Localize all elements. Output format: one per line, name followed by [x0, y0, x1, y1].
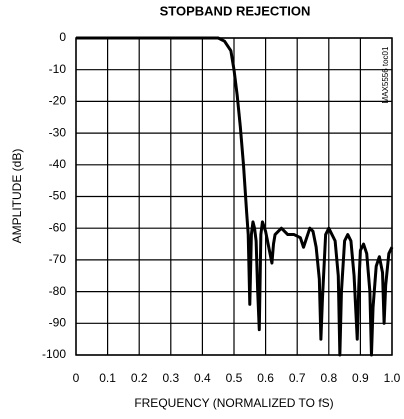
y-tick-label: -60 [49, 220, 67, 234]
y-axis-label: AMPLITUDE (dB) [10, 149, 24, 244]
y-tick-label: -10 [49, 62, 67, 76]
x-tick-label: 1.0 [384, 371, 401, 385]
y-tick-label: -90 [49, 315, 67, 329]
y-tick-label: -50 [49, 189, 67, 203]
annotation: MAX5556 toc01 [381, 46, 390, 103]
x-tick-label: 0.4 [194, 371, 211, 385]
y-tick-label: -20 [49, 94, 67, 108]
y-tick-label: -100 [42, 347, 66, 361]
data-line [76, 36, 394, 357]
chart-title: STOPBAND REJECTION [160, 3, 311, 18]
y-tick-label: -80 [49, 284, 67, 298]
x-tick-label: 0.2 [131, 371, 148, 385]
x-tick-label: 0.1 [99, 371, 116, 385]
x-axis-label: FREQUENCY (NORMALIZED TO fS) [134, 396, 333, 410]
x-tick-label: 0.7 [289, 371, 306, 385]
y-tick-label: -70 [49, 252, 67, 266]
x-tick-label: 0.5 [226, 371, 243, 385]
x-tick-label: 0.8 [320, 371, 337, 385]
x-tick-label: 0.9 [352, 371, 369, 385]
y-tick-label: -40 [49, 157, 67, 171]
x-tick-label: 0.6 [257, 371, 274, 385]
y-tick-label: 0 [59, 30, 66, 44]
plot-frame [75, 37, 393, 356]
x-tick-label: 0 [73, 371, 80, 385]
x-tick-label: 0.3 [162, 371, 179, 385]
y-tick-label: -30 [49, 125, 67, 139]
